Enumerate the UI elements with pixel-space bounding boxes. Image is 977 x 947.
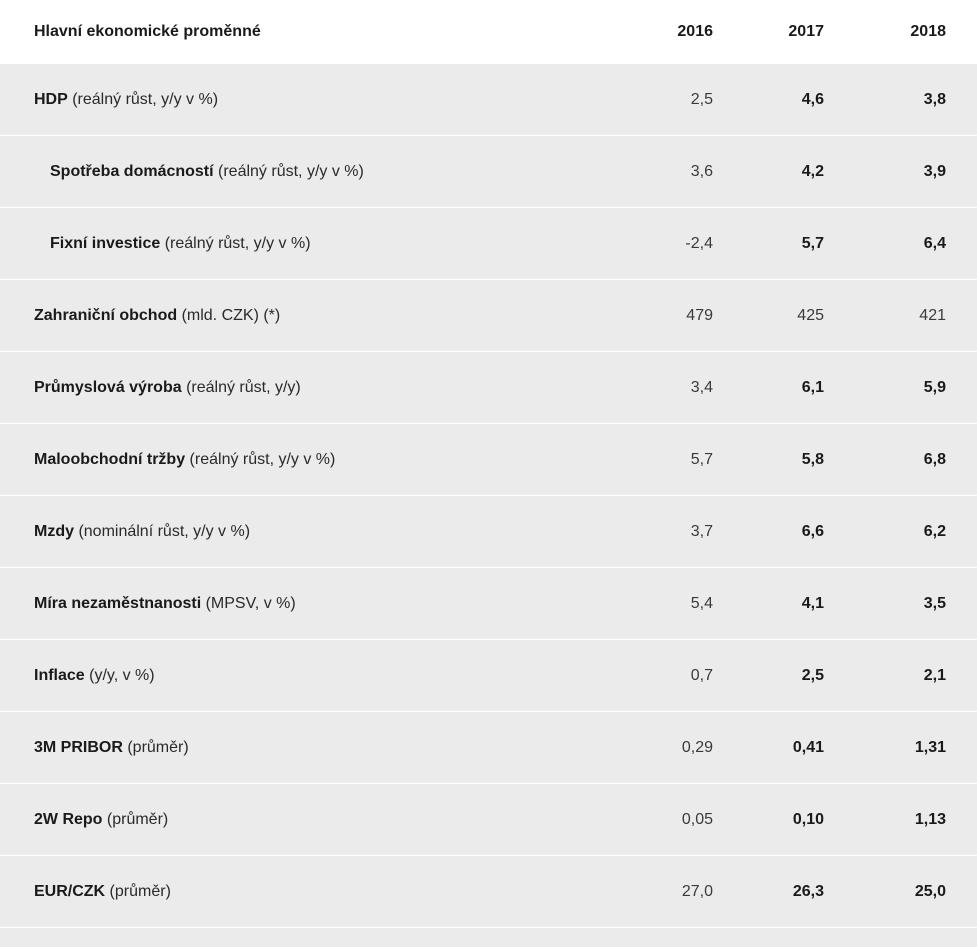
row-label: Průmyslová výroba (reálný růst, y/y) — [0, 379, 600, 397]
cell-2017: 425 — [797, 306, 824, 324]
cell-2017: 0,41 — [792, 738, 824, 756]
row-label: Spotřeba domácností (reálný růst, y/y v … — [0, 163, 600, 181]
row-label: Míra nezaměstnanosti (MPSV, v %) — [0, 595, 600, 613]
row-name: Zahraniční obchod — [34, 306, 178, 324]
cell-2017: 26,3 — [792, 882, 824, 900]
row-unit: (nominální růst, y/y v %) — [74, 522, 251, 540]
cell-2018: 2,1 — [923, 666, 946, 684]
cell-2018: 6,2 — [923, 522, 946, 540]
row-label: 3M PRIBOR (průměr) — [0, 739, 600, 757]
row-name: Mzdy — [34, 522, 74, 540]
cell-2018: 5,9 — [923, 378, 946, 396]
table-header: Hlavní ekonomické proměnné 2016 2017 201… — [0, 0, 977, 64]
cell-2016: 479 — [686, 306, 713, 324]
cell-2017: 5,7 — [801, 234, 824, 252]
cell-2018: 421 — [919, 306, 946, 324]
header-year-2016: 2016 — [677, 23, 713, 40]
cell-2016: 0,7 — [690, 666, 713, 684]
row-unit: (MPSV, v %) — [201, 594, 296, 612]
header-year-2018: 2018 — [910, 23, 946, 40]
table-row: Fixní investice (reálný růst, y/y v %) -… — [0, 208, 977, 280]
row-unit: (průměr) — [122, 738, 189, 756]
table-row: Průmyslová výroba (reálný růst, y/y) 3,4… — [0, 352, 977, 424]
cell-2017: 6,1 — [801, 378, 824, 396]
row-label: Maloobchodní tržby (reálný růst, y/y v %… — [0, 451, 600, 469]
cell-2018: 3,5 — [923, 594, 946, 612]
row-name: Průmyslová výroba — [34, 378, 182, 396]
cell-2016: 5,7 — [690, 450, 713, 468]
cell-2018: 25,0 — [914, 882, 946, 900]
cell-2018: 1,31 — [914, 738, 946, 756]
cell-2017: 4,1 — [801, 594, 824, 612]
cell-2016: 3,6 — [690, 162, 713, 180]
row-unit: (reálný růst, y/y) — [181, 378, 301, 396]
table-row: Mzdy (nominální růst, y/y v %) 3,7 6,6 6… — [0, 496, 977, 568]
cell-2016: 0,29 — [681, 738, 713, 756]
row-unit: (průměr) — [102, 810, 169, 828]
table-row: EUR/CZK (průměr) 27,0 26,3 25,0 — [0, 856, 977, 928]
table-row: Zahraniční obchod (mld. CZK) (*) 479 425… — [0, 280, 977, 352]
header-year-2017: 2017 — [788, 23, 824, 40]
row-label: 2W Repo (průměr) — [0, 811, 600, 829]
cell-2016: 2,5 — [690, 90, 713, 108]
row-label: EUR/CZK (průměr) — [0, 883, 600, 901]
row-unit: (y/y, v %) — [84, 666, 155, 684]
cell-2017: 5,8 — [801, 450, 824, 468]
table-row: Spotřeba domácností (reálný růst, y/y v … — [0, 136, 977, 208]
row-unit: (reálný růst, y/y v %) — [185, 450, 336, 468]
cell-2016: -2,4 — [685, 234, 713, 252]
row-name: 3M PRIBOR — [34, 738, 123, 756]
cell-2016: 0,05 — [681, 810, 713, 828]
row-name: Míra nezaměstnanosti — [34, 594, 202, 612]
row-unit: (průměr) — [105, 882, 171, 900]
row-name: Maloobchodní tržby — [34, 450, 186, 468]
row-label: Inflace (y/y, v %) — [0, 667, 600, 685]
row-name: Fixní investice — [50, 234, 161, 252]
cell-2016: 5,4 — [690, 594, 713, 612]
cell-2016: 27,0 — [681, 882, 713, 900]
row-name: HDP — [34, 90, 68, 108]
cell-2017: 2,5 — [801, 666, 824, 684]
cell-2018: 1,13 — [914, 810, 946, 828]
table-row: 3M PRIBOR (průměr) 0,29 0,41 1,31 — [0, 712, 977, 784]
row-name: Inflace — [34, 666, 85, 684]
cell-2016: 3,4 — [690, 378, 713, 396]
table-row: HDP (reálný růst, y/y v %) 2,5 4,6 3,8 — [0, 64, 977, 136]
cell-2016: 3,7 — [690, 522, 713, 540]
row-unit: (reálný růst, y/y v %) — [213, 162, 364, 180]
header-title: Hlavní ekonomické proměnné — [34, 23, 261, 40]
row-unit: (mld. CZK) (*) — [177, 306, 281, 324]
table-row: 2W Repo (průměr) 0,05 0,10 1,13 — [0, 784, 977, 856]
table-row: Míra nezaměstnanosti (MPSV, v %) 5,4 4,1… — [0, 568, 977, 640]
row-label: HDP (reálný růst, y/y v %) — [0, 91, 600, 109]
row-name: 2W Repo — [34, 810, 103, 828]
cell-2018: 6,8 — [923, 450, 946, 468]
row-label: Fixní investice (reálný růst, y/y v %) — [0, 235, 600, 253]
row-label: Zahraniční obchod (mld. CZK) (*) — [0, 307, 600, 325]
cell-2018: 6,4 — [923, 234, 946, 252]
table-bottom-filler — [0, 928, 977, 947]
cell-2018: 3,9 — [923, 162, 946, 180]
row-name: EUR/CZK — [34, 882, 106, 900]
row-label: Mzdy (nominální růst, y/y v %) — [0, 523, 600, 541]
cell-2017: 4,6 — [801, 90, 824, 108]
row-unit: (reálný růst, y/y v %) — [67, 90, 219, 108]
table-row: Inflace (y/y, v %) 0,7 2,5 2,1 — [0, 640, 977, 712]
cell-2017: 0,10 — [792, 810, 824, 828]
row-unit: (reálný růst, y/y v %) — [160, 234, 311, 252]
cell-2018: 3,8 — [923, 90, 946, 108]
row-name: Spotřeba domácností — [50, 162, 214, 180]
table-row: Maloobchodní tržby (reálný růst, y/y v %… — [0, 424, 977, 496]
cell-2017: 6,6 — [801, 522, 824, 540]
cell-2017: 4,2 — [801, 162, 824, 180]
